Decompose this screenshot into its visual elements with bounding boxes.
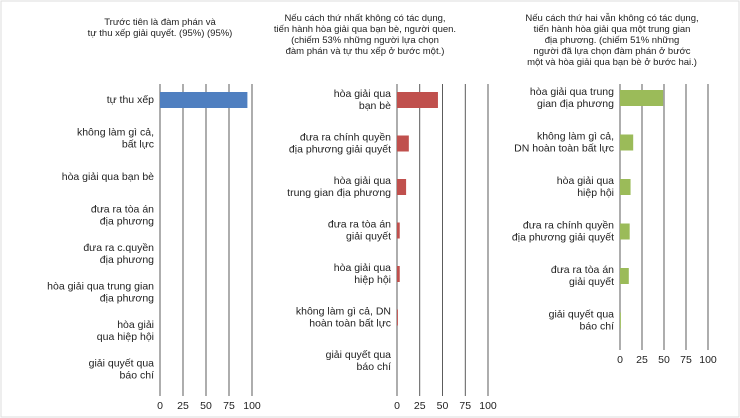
x-tick-label: 75 — [459, 400, 471, 412]
bar — [397, 92, 438, 108]
y-tick-label: không làm gì cả, bất lực — [77, 126, 154, 150]
y-tick-label: hòa giải qua trung gian địa phương — [47, 280, 154, 304]
y-tick-label: tự thu xếp — [107, 94, 154, 106]
bar — [620, 179, 631, 195]
y-tick-label: giải quyết qua báo chí — [549, 308, 615, 332]
y-tick-label: đưa ra c.quyền địa phương — [83, 242, 154, 266]
bar — [160, 92, 248, 108]
x-tick-label: 0 — [157, 400, 163, 412]
y-tick-label: hòa giải qua hiệp hội — [557, 175, 614, 199]
y-tick-label: giải quyết qua báo chí — [326, 349, 392, 373]
y-tick-label: hòa giải qua trung gian địa phương — [530, 86, 614, 110]
bar — [620, 223, 630, 240]
chart-title: Trước tiên là đàm phán và tự thu xếp giải… — [88, 17, 233, 39]
x-tick-label: 50 — [658, 354, 670, 366]
x-tick-label: 25 — [414, 400, 426, 412]
y-tick-label: hòa giải qua hiệp hội — [97, 319, 154, 343]
y-tick-label: hòa giải qua bạn bè — [334, 88, 391, 112]
y-tick-label: đưa ra chính quyền địa phương giải quyết — [512, 219, 614, 243]
bar — [620, 90, 664, 106]
x-tick-label: 50 — [200, 400, 212, 412]
chart-title: Nếu cách thứ nhất không có tác dụng, tiến… — [274, 13, 456, 57]
x-tick-label: 100 — [699, 354, 717, 366]
y-tick-label: giải quyết qua báo chí — [89, 357, 155, 381]
x-tick-label: 75 — [223, 400, 235, 412]
y-tick-label: đưa ra tòa án giải quyết — [551, 264, 614, 288]
x-tick-label: 0 — [617, 354, 623, 366]
bar — [397, 222, 400, 239]
x-tick-label: 25 — [177, 400, 189, 412]
x-tick-label: 0 — [394, 400, 400, 412]
x-tick-label: 100 — [479, 400, 497, 412]
x-tick-label: 50 — [437, 400, 449, 412]
y-tick-label: hòa giải qua hiệp hội — [334, 262, 391, 286]
y-tick-label: không làm gì cả, DN hoàn toàn bất lực — [514, 130, 614, 154]
bar — [397, 179, 407, 195]
x-tick-label: 25 — [636, 354, 648, 366]
bar — [397, 135, 409, 152]
bar — [620, 134, 634, 151]
chart-title: Nếu cách thứ hai vẫn không có tác dụng, t… — [525, 13, 698, 68]
y-tick-label: hòa giải qua trung gian địa phương — [287, 175, 391, 199]
y-tick-label: không làm gì cả, DN hoàn toàn bất lực — [296, 305, 391, 329]
x-tick-label: 75 — [680, 354, 692, 366]
bar — [620, 268, 629, 284]
bar — [397, 309, 398, 326]
y-tick-label: hòa giải qua bạn bè — [62, 171, 154, 183]
bar — [397, 266, 400, 282]
x-tick-label: 100 — [243, 400, 261, 412]
y-tick-label: đưa ra chính quyền địa phương giải quyết — [289, 131, 391, 155]
y-tick-label: đưa ra tòa án giải quyết — [328, 218, 391, 242]
y-tick-label: đưa ra tòa án địa phương — [91, 203, 154, 227]
bar — [620, 312, 621, 329]
